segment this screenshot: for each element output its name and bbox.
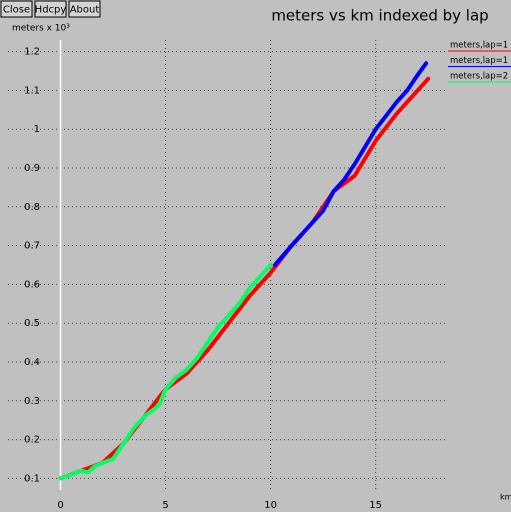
x-tick-label: 10	[264, 500, 277, 511]
about-button[interactable]: About	[68, 0, 101, 18]
x-tick-label: 15	[369, 500, 382, 511]
legend-label: meters,lap=1	[450, 41, 508, 51]
button-label[interactable]: Close	[3, 5, 30, 16]
button-label[interactable]: About	[70, 5, 100, 16]
x-axis-label: km	[500, 493, 511, 502]
data-line	[272, 61, 429, 267]
x-tick-label: 5	[162, 500, 168, 511]
legend-label: meters,lap=2	[450, 72, 508, 82]
legend-label: meters,lap=1	[450, 56, 508, 66]
data-line	[58, 263, 273, 481]
x-tick-label: 0	[57, 500, 63, 511]
close-button[interactable]: Close	[0, 0, 33, 18]
button-label[interactable]: Hdcpy	[35, 5, 67, 16]
hdcpy-button[interactable]: Hdcpy	[34, 0, 67, 18]
y-axis-label: meters x 10³	[12, 24, 70, 34]
chart-title: meters vs km indexed by lap	[271, 7, 488, 25]
